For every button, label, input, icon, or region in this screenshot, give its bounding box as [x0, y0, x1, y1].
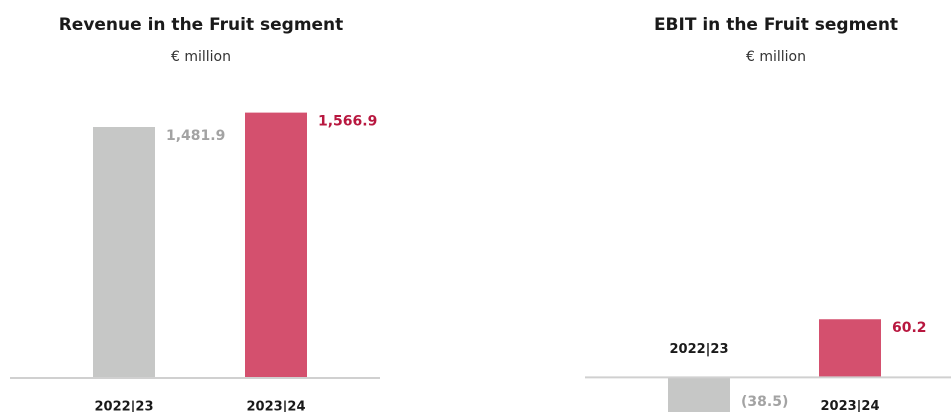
chart-title: EBIT in the Fruit segment	[654, 15, 898, 35]
bar	[245, 112, 307, 378]
value-label: 1,481.9	[166, 128, 225, 144]
bar	[819, 319, 881, 378]
x-tick-label: 2022|23	[669, 342, 728, 357]
value-label: 1,566.9	[318, 114, 377, 130]
x-tick-label: 2023|24	[246, 400, 305, 412]
value-label: 60.2	[892, 320, 927, 336]
bar	[668, 377, 730, 412]
x-tick-label: 2023|24	[820, 399, 879, 412]
chart-subtitle: € million	[746, 49, 806, 65]
x-tick-label: 2022|23	[94, 400, 153, 412]
chart-subtitle: € million	[171, 49, 231, 65]
bar	[93, 127, 155, 378]
chart-title: Revenue in the Fruit segment	[59, 15, 344, 35]
value-label: (38.5)	[741, 394, 788, 410]
